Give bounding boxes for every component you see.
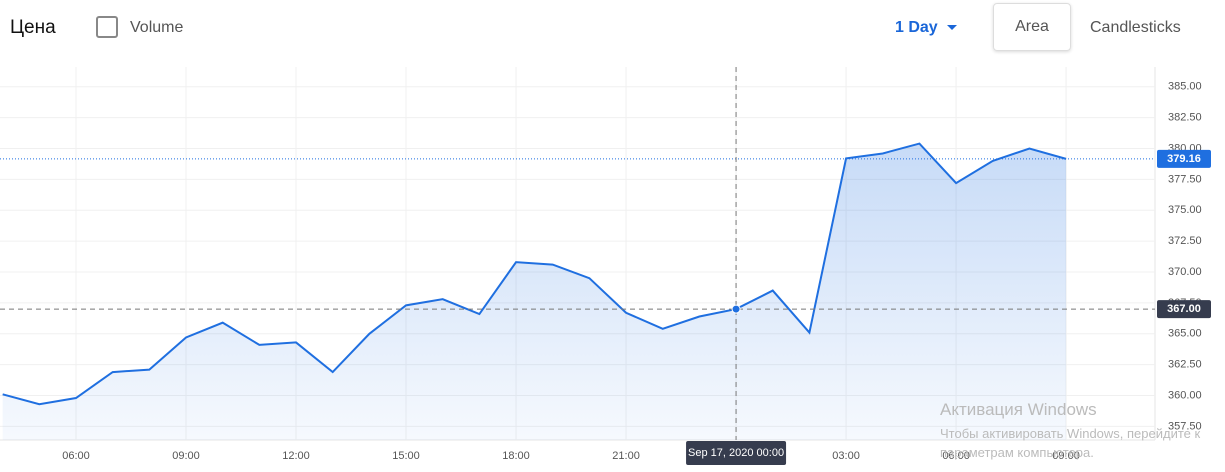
x-tick-label: 03:00 [832, 450, 860, 462]
y-tick-label: 357.50 [1168, 420, 1202, 432]
crosshair-y-label: 367.00 [1167, 303, 1201, 315]
watermark-text: Чтобы активировать Windows, перейдите к … [940, 426, 1201, 460]
chart-title: Цена [10, 17, 56, 38]
x-tick-label: 21:00 [612, 450, 640, 462]
y-tick-label: 362.50 [1168, 359, 1202, 371]
y-tick-label: 372.50 [1168, 235, 1202, 247]
last-price-label: 379.16 [1167, 153, 1201, 165]
crosshair-x-label: Sep 17, 2020 00:00 [688, 447, 784, 459]
crosshair-y-box [1157, 300, 1211, 319]
x-tick-label: 06:00 [62, 450, 90, 462]
x-tick-label: 09:00 [172, 450, 200, 462]
x-tick-label: 12:00 [282, 450, 310, 462]
crosshair-x-box [686, 441, 787, 465]
area-fill [2, 143, 1067, 440]
x-tick-label: 06:00 [942, 450, 970, 462]
x-tick-label: 09:00 [1052, 450, 1080, 462]
crosshair-point [731, 304, 741, 314]
x-tick-label: 15:00 [392, 450, 420, 462]
y-tick-label: 377.50 [1168, 173, 1202, 185]
y-tick-label: 375.00 [1168, 204, 1202, 216]
y-tick-label: 370.00 [1168, 266, 1202, 278]
price-line [2, 142, 1067, 406]
watermark-title: Активация Windows [940, 400, 1097, 419]
last-price-box [1157, 149, 1211, 168]
y-tick-label: 382.50 [1168, 112, 1202, 124]
y-tick-label: 365.00 [1168, 328, 1202, 340]
checkbox[interactable] [96, 16, 118, 38]
dropdown-arrow [947, 25, 957, 30]
area-button[interactable]: Area [993, 3, 1071, 51]
volume-label[interactable]: Volume [130, 19, 184, 36]
y-tick-label: 385.00 [1168, 81, 1202, 93]
period-select[interactable]: 1 Day [895, 19, 938, 36]
y-tick-label: 360.00 [1168, 389, 1202, 401]
candlesticks-button[interactable]: Candlesticks [1090, 19, 1181, 36]
x-tick-label: 18:00 [502, 450, 530, 462]
